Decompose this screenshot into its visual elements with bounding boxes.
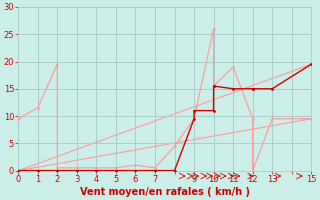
X-axis label: Vent moyen/en rafales ( km/h ): Vent moyen/en rafales ( km/h ) bbox=[80, 187, 250, 197]
